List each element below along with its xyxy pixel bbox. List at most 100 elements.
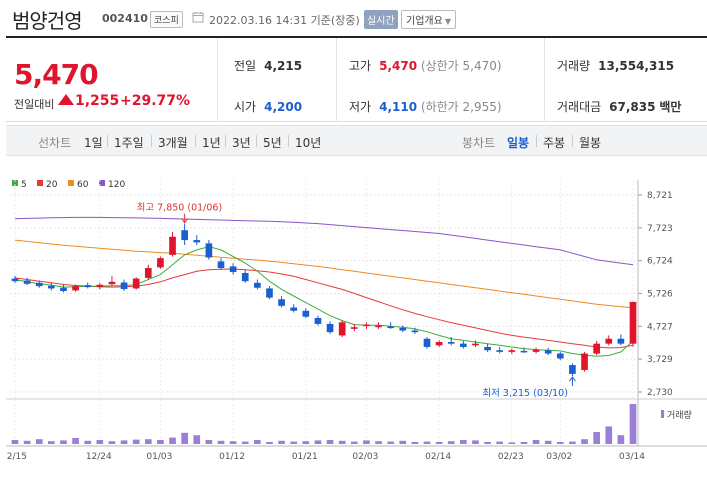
clock-icon xyxy=(192,12,204,23)
y-tick-label: 6,724 xyxy=(647,257,673,267)
x-tick-label: 12/24 xyxy=(86,452,112,462)
open-value: 4,200 xyxy=(264,100,303,114)
candle-body xyxy=(72,286,79,291)
low-label: 저가 xyxy=(349,100,372,114)
candle-body xyxy=(520,350,528,353)
chevron-down-icon: ▼ xyxy=(444,17,451,26)
tab-1w[interactable]: 1주일 xyxy=(114,136,144,150)
ma60-line xyxy=(14,239,634,309)
high-annotation: 최고 7,850 (01/06) xyxy=(137,203,223,214)
volume-bar xyxy=(205,440,213,444)
candle-body xyxy=(617,338,625,344)
candle-body xyxy=(11,278,19,282)
company-overview-dropdown[interactable]: 기업개요 ▼ xyxy=(401,10,456,29)
low-arrow xyxy=(569,376,576,382)
volume-bar xyxy=(435,442,443,444)
up-arrow-icon xyxy=(58,94,74,105)
volume-bar xyxy=(569,441,576,444)
tab-1y[interactable]: 1년 xyxy=(202,136,221,150)
candle-body xyxy=(314,318,322,324)
high-label: 고가 xyxy=(349,59,372,73)
x-tick-label: 01/21 xyxy=(292,452,318,462)
company-name: 범양건영 xyxy=(12,9,83,33)
candle-body xyxy=(278,299,285,306)
volume-legend-label: 거래량 xyxy=(667,409,692,421)
candle-body xyxy=(144,268,152,278)
volume-bar xyxy=(290,441,298,444)
volume-bar xyxy=(96,440,104,444)
tab-1d[interactable]: 1일 xyxy=(84,136,103,150)
high-price: 고가 5,470 (상한가 5,470) xyxy=(349,57,502,74)
price-chart[interactable]: 5 20 60 120 8,721 7,723 6,724 5,726 4,727 3,729 2,… xyxy=(1,170,707,477)
price-change-percent: +29.77% xyxy=(120,93,191,109)
candle-body xyxy=(241,272,249,282)
volume-bar xyxy=(254,440,261,444)
candle-body xyxy=(556,353,564,359)
candle-body xyxy=(108,281,116,285)
candle-chart-label: 봉차트 xyxy=(462,136,496,150)
tab-5y[interactable]: 5년 xyxy=(263,136,282,150)
x-tick-label: 02/03 xyxy=(352,452,378,462)
candle-body xyxy=(544,350,552,354)
volume-bar xyxy=(157,440,164,444)
open-label: 시가 xyxy=(234,100,257,114)
candle-body xyxy=(629,301,637,344)
candle-body xyxy=(48,285,55,289)
volume-bar xyxy=(193,435,201,444)
divider xyxy=(151,135,152,147)
candle-body xyxy=(375,325,382,328)
company-overview-label: 기업개요 xyxy=(406,16,443,27)
candle-body xyxy=(605,338,613,344)
open-price: 시가 4,200 xyxy=(234,98,302,115)
y-tick-label: 2,730 xyxy=(647,388,673,398)
y-tick-label: 3,729 xyxy=(647,355,673,365)
volume-bar xyxy=(363,440,370,444)
volume-bar xyxy=(338,440,346,444)
prev-close-label: 전일 xyxy=(234,59,257,73)
x-tick-label: 01/12 xyxy=(219,452,245,462)
volume-bar xyxy=(508,442,516,444)
tab-weekly[interactable]: 주봉 xyxy=(543,136,566,150)
volume-bar xyxy=(447,441,455,444)
candle-body xyxy=(181,230,188,241)
tab-monthly[interactable]: 월봉 xyxy=(579,136,602,150)
change-label: 전일대비 xyxy=(14,98,55,111)
x-tick-label: 12/15 xyxy=(6,452,27,462)
tab-3y[interactable]: 3년 xyxy=(232,136,251,150)
volume-bar xyxy=(169,437,176,444)
upper-limit: (상한가 5,470) xyxy=(420,59,502,73)
volume-bar xyxy=(556,442,564,444)
tab-10y[interactable]: 10년 xyxy=(295,136,322,150)
volume-bar xyxy=(48,441,55,444)
candle-body xyxy=(84,285,92,288)
candle-body xyxy=(532,349,540,352)
volume-bar xyxy=(375,441,382,444)
volume: 거래량 13,554,315 xyxy=(557,57,674,74)
tab-daily[interactable]: 일봉 xyxy=(507,136,530,150)
x-tick-label: 02/23 xyxy=(498,452,524,462)
high-value: 5,470 xyxy=(379,59,418,73)
volume-bar xyxy=(629,404,637,444)
volume-bar xyxy=(532,440,540,444)
volume-bar xyxy=(423,441,431,444)
price-change: 1,255 xyxy=(75,93,120,109)
divider xyxy=(288,135,289,147)
volume-bar xyxy=(35,439,43,444)
realtime-button[interactable]: 실시간 xyxy=(364,10,398,29)
legend-label: 60 xyxy=(77,180,89,190)
candlestick-chart[interactable]: 5 20 60 120 8,721 7,723 6,724 5,726 4,727 3,729 2,… xyxy=(1,170,707,477)
volume-bar xyxy=(144,439,152,444)
divider xyxy=(572,135,573,147)
volume-bar xyxy=(84,440,92,444)
volume-bar xyxy=(241,441,249,444)
volume-bar xyxy=(617,435,625,444)
volume-bar xyxy=(120,440,128,444)
legend-label: 20 xyxy=(46,180,58,190)
y-tick-label: 7,723 xyxy=(647,224,673,234)
volume-bar xyxy=(108,441,116,444)
current-price: 5,470 xyxy=(14,58,99,91)
tab-3m[interactable]: 3개월 xyxy=(158,136,188,150)
volume-bar xyxy=(302,441,310,444)
market-badge: 코스피 xyxy=(150,11,183,28)
chart-period-bar: 선차트 1일 1주일 3개월 1년 3년 5년 10년 봉차트 일봉 주봉 월봉 xyxy=(6,125,707,156)
